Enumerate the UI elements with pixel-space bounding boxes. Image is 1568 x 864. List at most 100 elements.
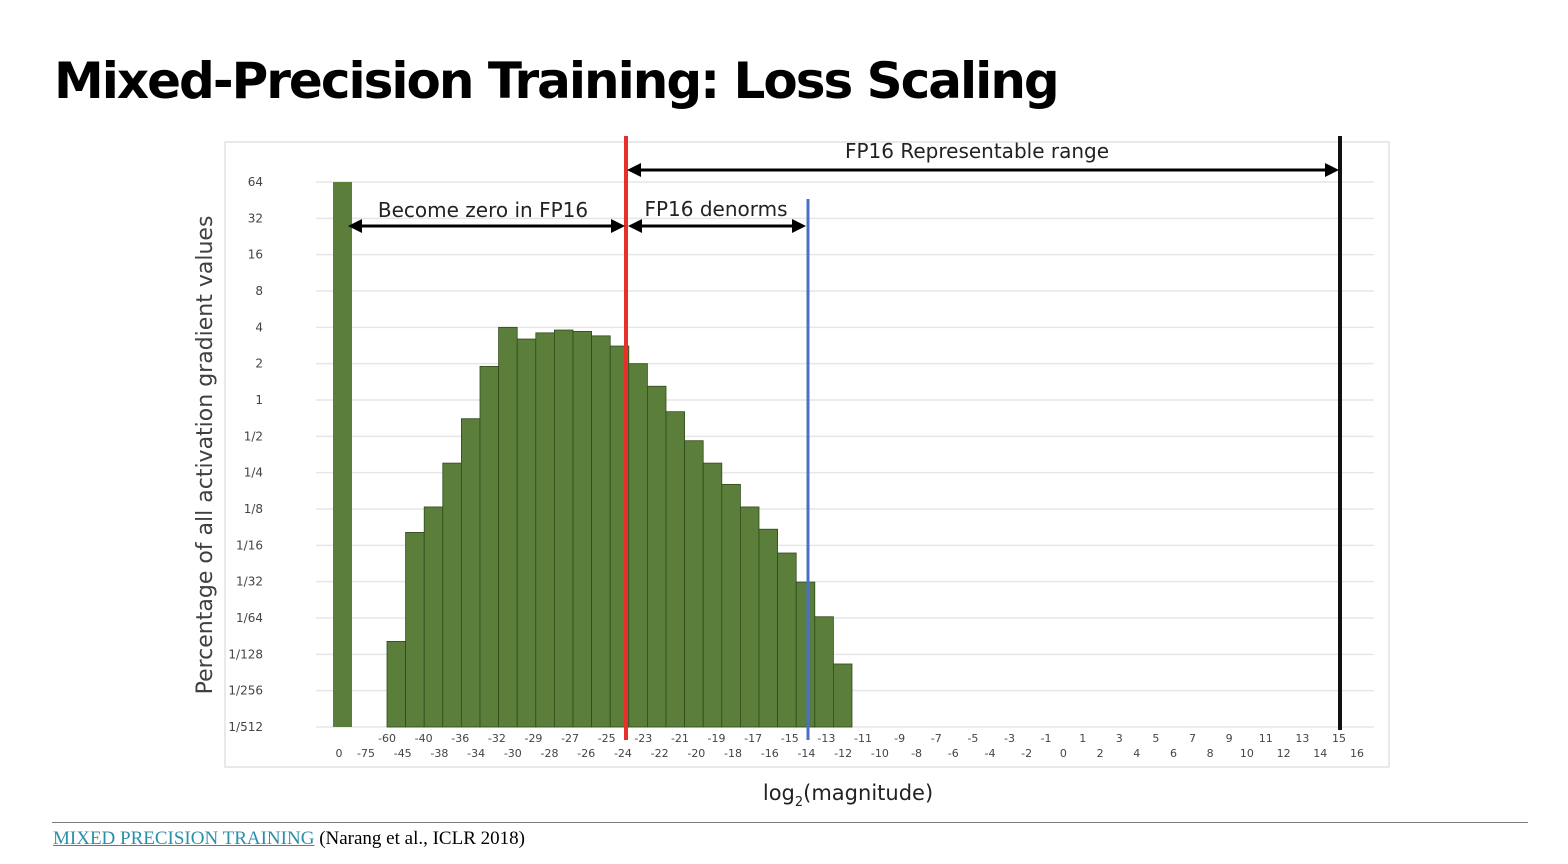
x-tick-label: -75 (357, 747, 375, 760)
x-tick-label: -10 (871, 747, 889, 760)
x-tick-label: -13 (817, 732, 835, 745)
x-tick-label: -6 (948, 747, 959, 760)
x-tick-label: 0 (1060, 747, 1067, 760)
slide-title: Mixed-Precision Training: Loss Scaling (54, 52, 1060, 110)
become-zero-arrow (348, 219, 625, 233)
x-tick-label: -32 (488, 732, 506, 745)
x-tick-label: -8 (911, 747, 922, 760)
bar (572, 331, 593, 728)
x-tick-label: 7 (1189, 732, 1196, 745)
y-tick-label: 1/512 (228, 720, 263, 734)
bar (777, 552, 797, 728)
x-tick-label: 3 (1116, 732, 1123, 745)
x-tick-label: -36 (451, 732, 469, 745)
x-tick-label: -45 (394, 747, 412, 760)
y-tick-labels: 64 32 16 8 4 2 1 1/2 1/4 1/8 1/16 1/32 1/64 1/128 1/25… (228, 175, 263, 734)
y-tick-label: 1/16 (236, 538, 263, 552)
y-tick-label: 8 (255, 284, 263, 298)
x-axis-label-subscript: 2 (795, 795, 803, 810)
x-tick-label: -3 (1004, 732, 1015, 745)
x-tick-label: -27 (561, 732, 579, 745)
bar (665, 411, 686, 728)
x-tick-label: -22 (651, 747, 669, 760)
bar (833, 663, 853, 728)
fp16-denorms-arrow (628, 219, 806, 233)
y-tick-label: 1/8 (244, 502, 263, 516)
citation: MIXED PRECISION TRAINING (Narang et al.,… (53, 828, 525, 850)
x-tick-label: 10 (1240, 747, 1254, 760)
bar (591, 335, 611, 728)
y-tick-label: 16 (248, 248, 263, 262)
x-tick-label: -34 (467, 747, 485, 760)
x-tick-label: 1 (1079, 732, 1086, 745)
bar (423, 506, 444, 728)
bar (758, 528, 779, 728)
x-tick-label: -2 (1021, 747, 1032, 760)
bar (702, 462, 723, 728)
x-axis-label-main: log (763, 781, 795, 805)
x-tick-label: -12 (834, 747, 852, 760)
x-tick-label: -25 (598, 732, 616, 745)
x-tick-label: -20 (687, 747, 705, 760)
y-tick-label: 1/256 (228, 684, 263, 698)
y-tick-label: 4 (255, 320, 263, 334)
x-tick-label: -1 (1041, 732, 1052, 745)
bar (628, 363, 648, 728)
footer-divider (52, 822, 1528, 823)
bar (721, 483, 741, 728)
x-tick-label: 0 (336, 747, 343, 760)
y-axis-label: Percentage of all activation gradient va… (193, 216, 218, 695)
y-tick-label: 1/2 (244, 429, 263, 443)
x-tick-label: -23 (634, 732, 652, 745)
bar (554, 329, 574, 728)
y-tick-label: 1/32 (236, 575, 263, 589)
x-tick-labels-lower: 0 -75 -45 -38 -34 -30 -28 -26 -24 -22 -20 -18 -16 -14… (336, 747, 1365, 760)
x-tick-label: -15 (781, 732, 799, 745)
bar (479, 365, 500, 728)
x-tick-label: 15 (1332, 732, 1346, 745)
bar (795, 581, 816, 728)
x-tick-label: -38 (430, 747, 448, 760)
bars (333, 182, 853, 728)
x-tick-label: 5 (1152, 732, 1159, 745)
x-tick-label: 14 (1313, 747, 1327, 760)
y-tick-label: 2 (255, 357, 263, 371)
citation-text: (Narang et al., ICLR 2018) (314, 828, 525, 849)
bar (442, 462, 462, 728)
y-tick-label: 64 (248, 175, 263, 189)
x-tick-labels-upper: -60 -40 -36 -32 -29 -27 -25 -23 -21 -19 -17 -15 -13-… (378, 732, 1346, 745)
fp16-denorms-label: FP16 denorms (644, 197, 787, 221)
x-tick-label: 9 (1226, 732, 1233, 745)
fp16-range-arrow (627, 163, 1339, 177)
x-tick-label: 11 (1259, 732, 1273, 745)
become-zero-label: Become zero in FP16 (378, 198, 588, 222)
x-tick-label: -29 (524, 732, 542, 745)
bar (647, 385, 667, 728)
paper-link[interactable]: MIXED PRECISION TRAINING (53, 828, 315, 849)
x-tick-label: -7 (931, 732, 942, 745)
bar (814, 616, 834, 728)
x-tick-label: 13 (1295, 732, 1309, 745)
x-axis-label: log2(magnitude) (763, 781, 933, 810)
bar (684, 440, 704, 728)
x-tick-label: -14 (797, 747, 815, 760)
x-tick-label: -30 (504, 747, 522, 760)
y-tick-label: 32 (248, 211, 263, 225)
bar (405, 531, 425, 728)
y-tick-label: 1/128 (228, 647, 263, 661)
x-tick-label: -4 (984, 747, 995, 760)
bar (516, 338, 537, 728)
bar (333, 182, 352, 727)
x-tick-label: -9 (894, 732, 905, 745)
bar (386, 640, 407, 728)
x-tick-label: -26 (577, 747, 595, 760)
x-tick-label: -24 (614, 747, 632, 760)
x-tick-label: 12 (1277, 747, 1291, 760)
x-tick-label: -5 (967, 732, 978, 745)
x-tick-label: -11 (854, 732, 872, 745)
bar (498, 326, 518, 728)
y-tick-label: 1/64 (236, 611, 263, 625)
x-tick-label: -40 (415, 732, 433, 745)
x-axis-label-rest: (magnitude) (803, 781, 933, 805)
